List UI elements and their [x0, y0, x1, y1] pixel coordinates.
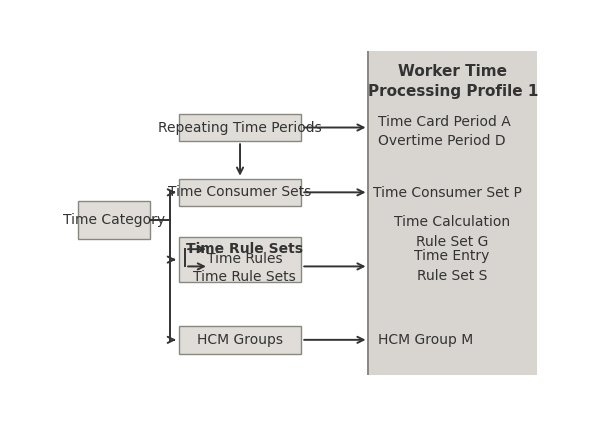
Text: Time Card Period A
Overtime Period D: Time Card Period A Overtime Period D: [378, 115, 510, 148]
Text: Time Rules
Time Rule Sets: Time Rules Time Rule Sets: [193, 252, 296, 284]
Text: Time Consumer Sets: Time Consumer Sets: [168, 185, 312, 200]
FancyBboxPatch shape: [179, 237, 301, 282]
FancyBboxPatch shape: [368, 51, 537, 375]
Text: Time Rule Sets: Time Rule Sets: [186, 242, 303, 256]
Text: Time Category: Time Category: [63, 213, 165, 227]
Text: Time Calculation
Rule Set G: Time Calculation Rule Set G: [393, 215, 510, 249]
FancyBboxPatch shape: [179, 114, 301, 141]
FancyBboxPatch shape: [179, 179, 301, 206]
FancyBboxPatch shape: [78, 201, 150, 239]
Text: Worker Time
Processing Profile 1: Worker Time Processing Profile 1: [368, 64, 538, 99]
Text: Repeating Time Periods: Repeating Time Periods: [158, 120, 322, 135]
Text: HCM Group M: HCM Group M: [378, 333, 473, 347]
FancyBboxPatch shape: [179, 326, 301, 354]
Text: HCM Groups: HCM Groups: [197, 333, 283, 347]
Text: Time Consumer Set P: Time Consumer Set P: [373, 186, 522, 200]
Text: Time Entry
Rule Set S: Time Entry Rule Set S: [414, 249, 490, 283]
